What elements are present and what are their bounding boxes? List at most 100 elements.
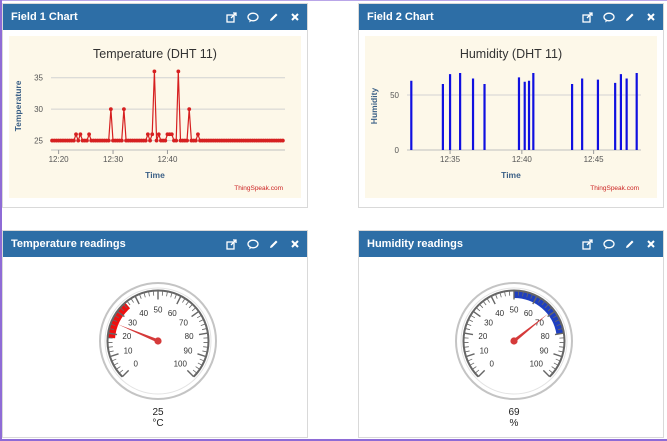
- field-1-chart-widget: Field 1 Chart Temperature (DHT 11) 25 30 35…: [2, 3, 308, 208]
- data-point[interactable]: [122, 107, 126, 111]
- data-point[interactable]: [78, 132, 82, 136]
- gauge-tick-label: 40: [139, 309, 148, 318]
- widget-title: Field 2 Chart: [367, 11, 434, 23]
- temperature-line-chart[interactable]: Temperature (DHT 11) 25 30 35 12:20 12:30 12:4…: [9, 36, 301, 198]
- open-external-icon[interactable]: [581, 11, 594, 24]
- y-tick-label: 30: [34, 105, 43, 114]
- x-tick-label: 12:30: [103, 155, 124, 164]
- x-tick-label: 12:35: [440, 155, 461, 164]
- open-external-icon[interactable]: [581, 238, 594, 251]
- gauge-value-readout: 25: [152, 407, 164, 418]
- close-icon[interactable]: [644, 238, 657, 251]
- gauge-unit-label: %: [510, 418, 519, 429]
- data-point[interactable]: [152, 70, 156, 74]
- data-point[interactable]: [107, 139, 111, 143]
- gauge-tick-label: 20: [122, 332, 131, 341]
- data-point[interactable]: [120, 139, 124, 143]
- gauge-tick-label: 40: [495, 309, 504, 318]
- temperature-gauge-area: 0 10 20 30 40 50 60 70 80 90 100 25 °C: [3, 257, 307, 437]
- data-point[interactable]: [163, 139, 167, 143]
- data-point[interactable]: [146, 132, 150, 136]
- data-point[interactable]: [281, 139, 285, 143]
- edit-icon[interactable]: [267, 11, 280, 24]
- widget-header: Temperature readings: [3, 231, 307, 257]
- widget-title: Field 1 Chart: [11, 11, 78, 23]
- data-point[interactable]: [148, 139, 152, 143]
- y-axis-label: Humidity: [369, 88, 379, 125]
- gauge-tick-label: 100: [174, 359, 188, 368]
- widget-tools: [225, 231, 301, 257]
- widget-header: Humidity readings: [359, 231, 663, 257]
- data-point[interactable]: [194, 139, 198, 143]
- gauge-tick-label: 30: [484, 318, 493, 327]
- gauge-tick-label: 50: [510, 306, 519, 315]
- temperature-series-line: [52, 71, 283, 140]
- comment-icon[interactable]: [602, 11, 615, 24]
- widget-tools: [581, 4, 657, 30]
- widget-tools: [225, 4, 301, 30]
- data-point[interactable]: [155, 139, 159, 143]
- temperature-readings-widget: Temperature readings 0 10 20 30 40 50 60 70 80 90…: [2, 230, 308, 438]
- widget-header: Field 2 Chart: [359, 4, 663, 30]
- data-point[interactable]: [150, 132, 154, 136]
- gauge-tick-label: 60: [168, 309, 177, 318]
- x-tick-label: 12:45: [584, 155, 605, 164]
- data-point[interactable]: [85, 139, 89, 143]
- x-tick-label: 12:40: [512, 155, 533, 164]
- gauge-tick-label: 80: [185, 332, 194, 341]
- edit-icon[interactable]: [623, 11, 636, 24]
- x-axis-label: Time: [145, 170, 165, 180]
- open-external-icon[interactable]: [225, 11, 238, 24]
- field-2-chart-widget: Field 2 Chart Humidity (DHT 11) 0 50 12:35 1…: [358, 3, 664, 208]
- data-point[interactable]: [74, 132, 78, 136]
- data-point[interactable]: [170, 132, 174, 136]
- gauge-tick-label: 10: [124, 347, 133, 356]
- open-external-icon[interactable]: [225, 238, 238, 251]
- y-tick-label: 35: [34, 74, 43, 83]
- close-icon[interactable]: [644, 11, 657, 24]
- y-tick-label: 0: [395, 146, 400, 155]
- gauge-tick-label: 0: [489, 359, 494, 368]
- temperature-chart-area: Temperature (DHT 11) 25 30 35 12:20 12:30 12:4…: [9, 36, 301, 198]
- thingspeak-credit: ThingSpeak.com: [590, 185, 639, 192]
- data-point[interactable]: [76, 139, 80, 143]
- widget-header: Field 1 Chart: [3, 4, 307, 30]
- edit-icon[interactable]: [267, 238, 280, 251]
- x-tick-label: 12:20: [49, 155, 70, 164]
- gauge-tick-label: 80: [541, 332, 550, 341]
- humidity-bar-chart[interactable]: Humidity (DHT 11) 0 50 12:35 12:40 12:45 Time H…: [365, 36, 657, 198]
- data-point[interactable]: [72, 139, 76, 143]
- gauge-tick-label: 50: [154, 306, 163, 315]
- gauge-tick-label: 90: [540, 347, 549, 356]
- gauge-tick-label: 90: [184, 347, 193, 356]
- gauge-needle-hub: [510, 337, 517, 344]
- thingspeak-credit: ThingSpeak.com: [234, 185, 283, 192]
- widget-title: Humidity readings: [367, 238, 463, 250]
- gauge-tick-label: 0: [133, 359, 138, 368]
- data-point[interactable]: [87, 132, 91, 136]
- humidity-gauge-area: 0 10 20 30 40 50 60 70 80 90 100 69%: [359, 257, 663, 437]
- close-icon[interactable]: [288, 11, 301, 24]
- data-point[interactable]: [185, 139, 189, 143]
- data-point[interactable]: [109, 107, 113, 111]
- gauge-tick-label: 100: [530, 359, 544, 368]
- data-point[interactable]: [196, 132, 200, 136]
- comment-icon[interactable]: [246, 238, 259, 251]
- widget-tools: [581, 231, 657, 257]
- data-point[interactable]: [187, 107, 191, 111]
- comment-icon[interactable]: [246, 11, 259, 24]
- edit-icon[interactable]: [623, 238, 636, 251]
- y-tick-label: 50: [390, 91, 399, 100]
- close-icon[interactable]: [288, 238, 301, 251]
- chart-title: Temperature (DHT 11): [93, 47, 217, 61]
- comment-icon[interactable]: [602, 238, 615, 251]
- y-axis-label: Temperature: [13, 80, 23, 131]
- data-point[interactable]: [174, 139, 178, 143]
- gauge-tick-label: 70: [179, 318, 188, 327]
- data-point[interactable]: [176, 70, 180, 74]
- gauge-tick-label: 30: [128, 318, 137, 327]
- data-point[interactable]: [157, 132, 161, 136]
- x-tick-label: 12:40: [157, 155, 178, 164]
- data-point[interactable]: [144, 139, 148, 143]
